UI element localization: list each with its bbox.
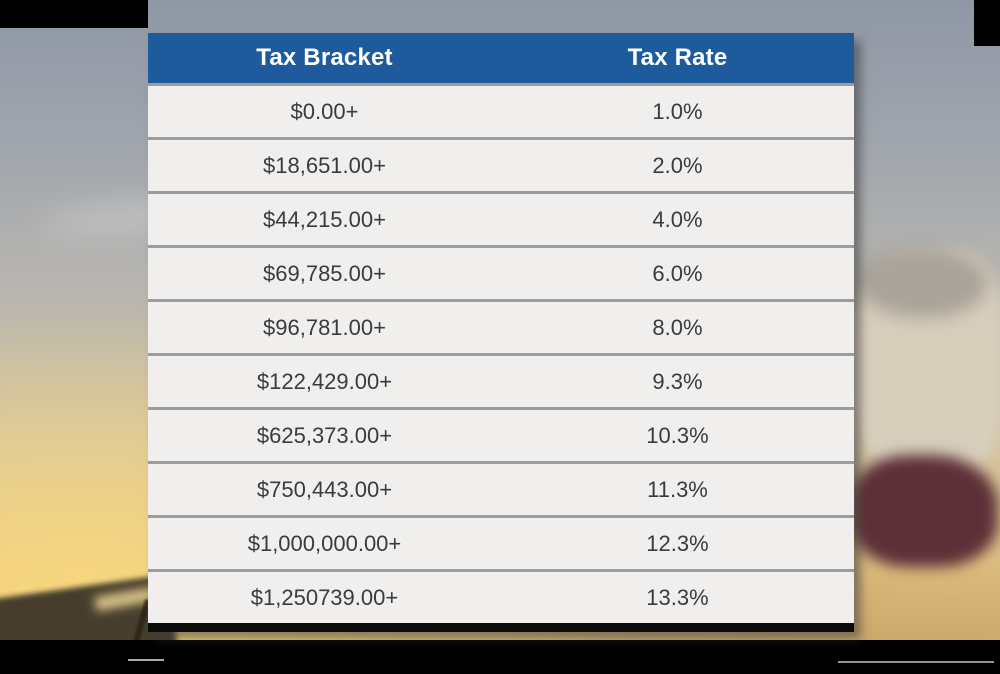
table-bottom-edge <box>148 623 854 632</box>
table-row: $625,373.00+ 10.3% <box>148 407 854 461</box>
tax-rate-cell: 8.0% <box>652 314 703 340</box>
letterbox-top-right <box>974 0 1000 46</box>
tax-bracket-cell: $69,785.00+ <box>263 260 386 286</box>
table-row: $96,781.00+ 8.0% <box>148 299 854 353</box>
flag-blur <box>858 248 988 318</box>
tax-rate-cell: 4.0% <box>652 206 703 232</box>
tax-rate-cell: 11.3% <box>647 476 708 502</box>
table-row: $1,000,000.00+ 12.3% <box>148 515 854 569</box>
flag-blur <box>850 455 998 567</box>
table-row: $44,215.00+ 4.0% <box>148 191 854 245</box>
tax-rate-cell: 6.0% <box>652 260 703 286</box>
table-row: $69,785.00+ 6.0% <box>148 245 854 299</box>
table-row: $1,250739.00+ 13.3% <box>148 569 854 623</box>
tax-rate-cell: 9.3% <box>652 368 703 394</box>
tax-bracket-cell: $122,429.00+ <box>256 368 393 394</box>
bottom-bar-mark-left <box>128 659 164 661</box>
tax-bracket-cell: $0.00+ <box>290 98 359 124</box>
tax-rate-cell: 2.0% <box>652 152 703 178</box>
tax-bracket-cell: $96,781.00+ <box>263 314 386 340</box>
letterbox-top-left <box>0 0 148 28</box>
tax-bracket-cell: $1,000,000.00+ <box>247 530 402 556</box>
table-row: $18,651.00+ 2.0% <box>148 137 854 191</box>
tax-rate-cell: 10.3% <box>646 422 709 448</box>
tax-rate-cell: 1.0% <box>652 98 703 124</box>
tax-bracket-cell: $44,215.00+ <box>263 206 386 232</box>
tax-bracket-cell: $750,443.00+ <box>256 476 393 502</box>
tax-table: Tax Bracket Tax Rate $0.00+ 1.0% $18,651… <box>148 33 854 632</box>
table-header-row: Tax Bracket Tax Rate <box>148 33 854 83</box>
tax-bracket-cell: $625,373.00+ <box>256 422 393 448</box>
tax-bracket-cell: $18,651.00+ <box>263 152 386 178</box>
table-row: $0.00+ 1.0% <box>148 83 854 137</box>
table-row: $122,429.00+ 9.3% <box>148 353 854 407</box>
tax-bracket-cell: $1,250739.00+ <box>250 584 399 610</box>
letterbox-bottom <box>0 640 1000 674</box>
tax-rate-cell: 13.3% <box>646 584 709 610</box>
tax-bracket-header: Tax Bracket <box>256 44 393 71</box>
bottom-bar-mark-right <box>838 661 994 663</box>
tax-rate-header: Tax Rate <box>627 44 728 71</box>
table-row: $750,443.00+ 11.3% <box>148 461 854 515</box>
tax-rate-cell: 12.3% <box>646 530 709 556</box>
